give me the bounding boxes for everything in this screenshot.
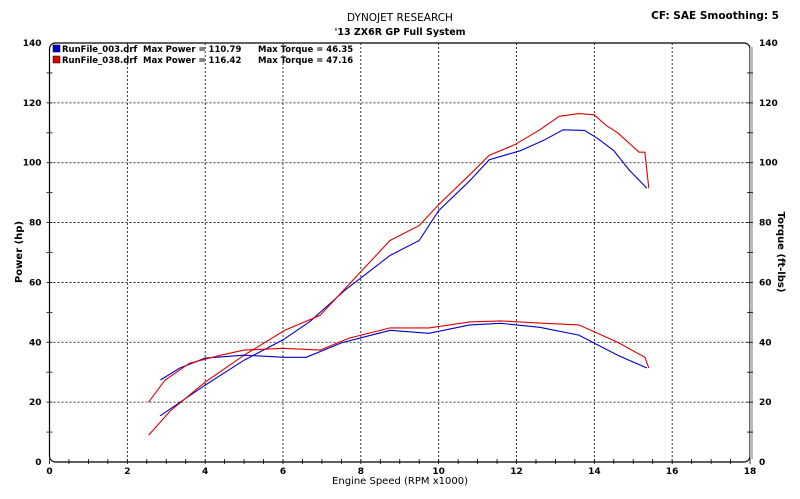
legend-max-torque: Max Torque = 47.16 bbox=[258, 56, 353, 66]
series-power-1 bbox=[148, 113, 650, 436]
legend-file: RunFile_003.drf bbox=[62, 45, 138, 55]
y-tick-label: 80 bbox=[29, 219, 42, 229]
series-power-0 bbox=[159, 129, 648, 417]
y-tick-label: 0 bbox=[35, 458, 41, 468]
y2-tick-label: 140 bbox=[759, 39, 778, 49]
y2-axis-label: Torque (ft-lbs) bbox=[775, 212, 786, 293]
y-tick-label: 60 bbox=[29, 278, 42, 288]
x-tick-label: 16 bbox=[666, 467, 679, 477]
x-tick-label: 18 bbox=[744, 467, 757, 477]
x-tick-label: 0 bbox=[46, 467, 52, 477]
y2-tick-label: 20 bbox=[759, 398, 772, 408]
legend-file: RunFile_038.drf bbox=[62, 56, 138, 66]
chart-subtitle: '13 ZX6R GP Full System bbox=[334, 27, 465, 38]
legend-max-power: Max Power = 110.79 bbox=[143, 45, 241, 55]
y2-tick-label: 60 bbox=[759, 278, 772, 288]
y-tick-label: 140 bbox=[23, 39, 42, 49]
right-strip bbox=[750, 47, 753, 459]
series-lines bbox=[148, 113, 650, 436]
legend-swatch bbox=[52, 44, 61, 53]
y2-tick-label: 80 bbox=[759, 219, 772, 229]
legend-swatch bbox=[52, 55, 61, 64]
x-tick-label: 14 bbox=[588, 467, 601, 477]
x-tick-label: 12 bbox=[510, 467, 523, 477]
legend-max-power: Max Power = 116.42 bbox=[143, 56, 241, 66]
y-axis-label: Power (hp) bbox=[14, 221, 25, 283]
corner-text: CF: SAE Smoothing: 5 bbox=[651, 10, 779, 22]
grid bbox=[49, 43, 750, 462]
x-axis-label: Engine Speed (RPM x1000) bbox=[332, 476, 468, 487]
legend-max-torque: Max Torque = 46.35 bbox=[258, 45, 353, 55]
y-tick-label: 20 bbox=[29, 398, 42, 408]
legend: RunFile_003.drf Max Power = 110.79 Max Tor… bbox=[52, 44, 353, 66]
y-tick-label: 40 bbox=[29, 338, 42, 348]
x-tick-label: 4 bbox=[202, 467, 208, 477]
series-torque-3 bbox=[148, 320, 650, 403]
x-tick-label: 8 bbox=[358, 467, 364, 477]
y2-tick-label: 0 bbox=[759, 458, 765, 468]
y-tick-label: 100 bbox=[23, 159, 42, 169]
y2-tick-label: 100 bbox=[759, 159, 778, 169]
y-tick-label: 120 bbox=[23, 99, 42, 109]
plot-frame bbox=[48, 42, 751, 463]
chart-title: DYNOJET RESEARCH bbox=[347, 12, 453, 24]
x-tick-label: 10 bbox=[432, 467, 445, 477]
y2-tick-label: 40 bbox=[759, 338, 772, 348]
series-torque-2 bbox=[160, 322, 648, 381]
x-tick-label: 2 bbox=[124, 467, 130, 477]
x-tick-label: 6 bbox=[280, 467, 286, 477]
y2-tick-label: 120 bbox=[759, 99, 778, 109]
